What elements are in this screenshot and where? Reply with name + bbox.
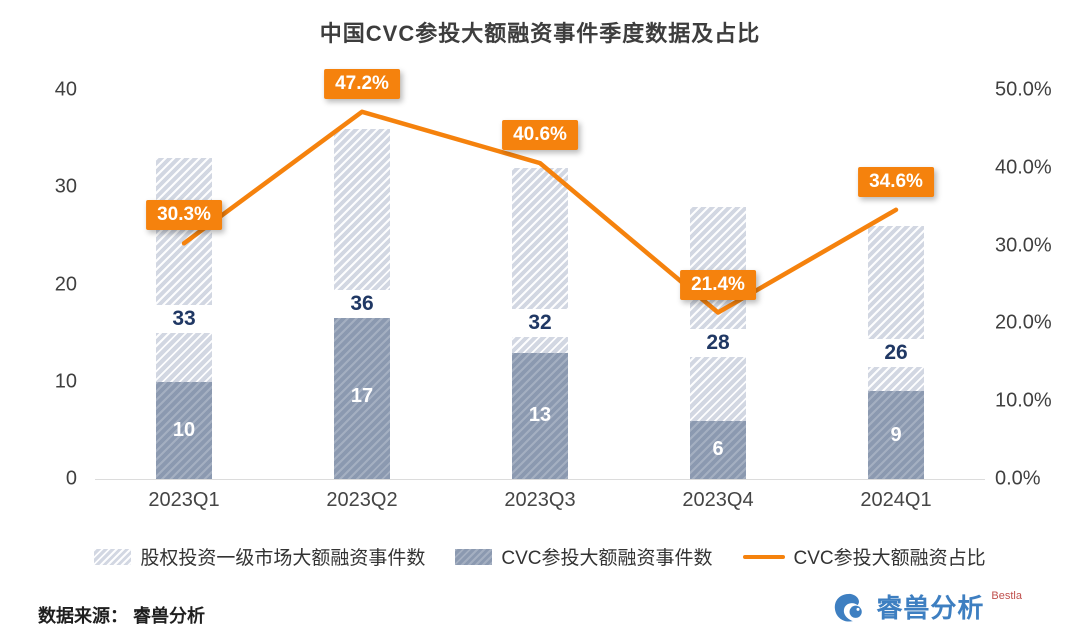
right-axis-tick: 0.0% xyxy=(995,467,1041,490)
left-axis-tick: 0 xyxy=(65,467,77,490)
bar-cvc-label: 9 xyxy=(890,423,902,446)
left-axis-tick: 20 xyxy=(54,273,77,295)
x-axis-label: 2024Q1 xyxy=(860,489,932,511)
x-axis-label: 2023Q3 xyxy=(504,489,576,511)
left-axis-tick: 10 xyxy=(54,370,77,393)
bar-cvc-label: 10 xyxy=(172,418,196,441)
line-point-label: 30.3% xyxy=(146,200,222,231)
legend-item-market-total: 股权投资一级市场大额融资事件数 xyxy=(94,543,425,570)
right-axis: 0.0% 10.0% 20.0% 30.0% 40.0% 50.0% xyxy=(995,79,1080,490)
bar-cvc-label: 17 xyxy=(350,384,374,407)
right-axis-tick: 20.0% xyxy=(995,311,1052,334)
bar-cvc-count xyxy=(156,381,212,479)
legend-swatch-dark xyxy=(455,548,493,565)
logo-text: 睿兽分析 xyxy=(876,593,985,623)
right-axis-tick: 30.0% xyxy=(995,234,1052,257)
bar-cvc-count xyxy=(690,420,746,479)
x-axis-label: 2023Q4 xyxy=(682,489,754,511)
legend-item-cvc-count: CVC参投大额融资事件数 xyxy=(455,543,713,570)
legend-swatch-light-hatched xyxy=(94,548,132,565)
cvc-ratio-line xyxy=(181,109,899,315)
line-point-label: 40.6% xyxy=(502,120,578,151)
bar-cvc-count xyxy=(512,352,568,479)
source-note: 数据来源： 睿兽分析 xyxy=(38,606,206,626)
x-axis-labels: 2023Q1 2023Q2 2023Q3 2023Q4 2024Q1 xyxy=(95,489,985,517)
bar-total-label: 28 xyxy=(690,328,746,357)
chart-title: 中国CVC参投大额融资事件季度数据及占比 xyxy=(319,21,761,46)
bestla-logo: 睿兽分析 Bestla xyxy=(831,590,1022,624)
logo-subtext: Bestla xyxy=(991,590,1022,602)
right-axis-tick: 40.0% xyxy=(995,156,1052,179)
right-axis-tick: 10.0% xyxy=(995,389,1052,412)
left-axis: 0 10 20 30 40 xyxy=(0,79,83,490)
legend-label: 股权投资一级市场大额融资事件数 xyxy=(140,548,426,569)
legend-item-cvc-ratio: CVC参投大额融资占比 xyxy=(742,543,986,570)
bar-cvc-label: 6 xyxy=(712,438,724,461)
bar-total-label: 26 xyxy=(868,338,924,367)
legend: 股权投资一级市场大额融资事件数 CVC参投大额融资事件数 CVC参投大额融资占比 xyxy=(0,543,1080,570)
plot-area: 33 10 30.3% 36 17 47.2% 32 13 40.6% 28 6 21.4% 26 9 34… xyxy=(95,68,985,480)
bar-total-label: 33 xyxy=(156,304,212,333)
x-axis-label: 2023Q2 xyxy=(326,489,398,511)
bar-total-label: 36 xyxy=(334,289,390,318)
bar-total-label: 32 xyxy=(512,309,568,338)
line-point-label: 34.6% xyxy=(858,166,934,197)
bar-cvc-count xyxy=(868,391,924,479)
legend-swatch-orange-line xyxy=(742,554,785,559)
left-axis-tick: 40 xyxy=(54,78,77,101)
legend-label: CVC参投大额融资事件数 xyxy=(501,548,713,569)
x-axis-label: 2023Q1 xyxy=(148,489,220,511)
bar-cvc-label: 13 xyxy=(528,404,552,427)
right-axis-tick: 50.0% xyxy=(995,78,1052,101)
bar-cvc-count xyxy=(334,313,390,479)
line-point-label: 47.2% xyxy=(324,68,400,99)
bestla-logo-icon xyxy=(835,593,863,622)
left-axis-tick: 30 xyxy=(54,175,77,198)
legend-label: CVC参投大额融资占比 xyxy=(793,548,986,569)
line-point-label: 21.4% xyxy=(680,269,756,300)
